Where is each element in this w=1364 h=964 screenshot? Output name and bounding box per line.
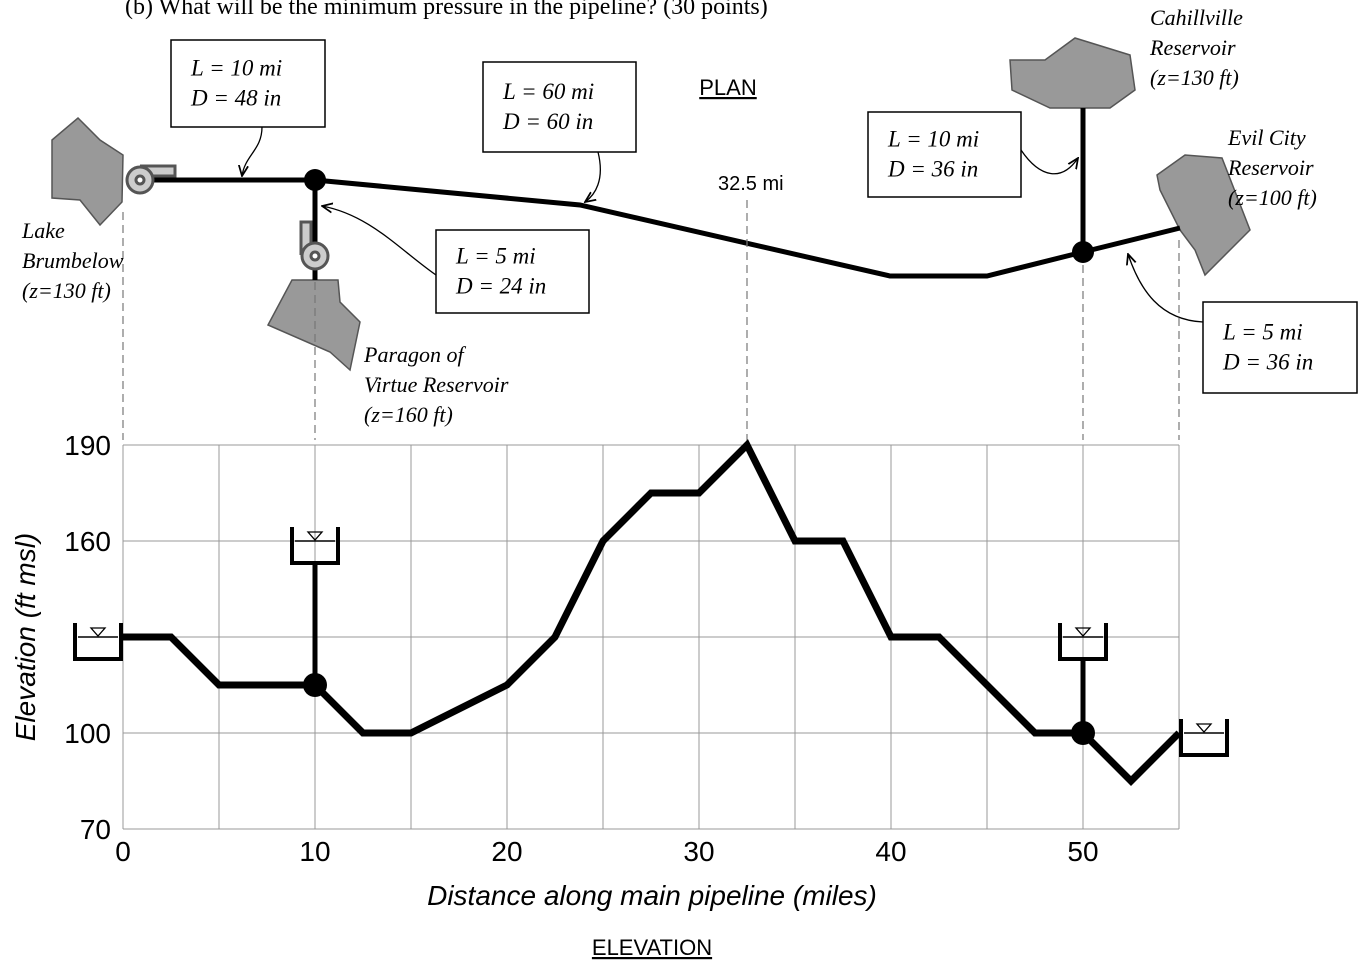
pipe-box <box>435 229 590 314</box>
pipe-label: L = 10 mi <box>887 127 979 152</box>
leader <box>322 206 437 276</box>
water-symbol <box>89 627 107 637</box>
reservoir-label: (z=130 ft) <box>1150 65 1239 90</box>
pipe-label: D = 36 in <box>887 157 978 182</box>
reservoir-label: (z=100 ft) <box>1228 185 1317 210</box>
pipe-box <box>1202 301 1358 394</box>
pipe-label: L = 60 mi <box>502 79 594 104</box>
plan-shapes <box>51 37 1251 372</box>
pipe-box <box>170 39 326 128</box>
x-tick-label: 20 <box>491 836 522 867</box>
tank <box>1058 623 1108 661</box>
elevation-profile <box>123 439 1182 786</box>
tank <box>290 527 340 565</box>
pumps <box>125 164 330 271</box>
question: (b) What will be the minimum pressure in… <box>125 0 768 20</box>
y-tick-label: 160 <box>64 526 111 557</box>
reservoir-label: (z=160 ft) <box>364 402 453 427</box>
distance-marker: 32.5 mi <box>718 173 784 195</box>
y-axis-title: Elevation (ft msl) <box>10 533 41 742</box>
cahillville-shape <box>1009 37 1136 109</box>
x-tick-label: 30 <box>683 836 714 867</box>
y-tick-label: 100 <box>64 718 111 749</box>
pump <box>134 174 146 186</box>
junction <box>1072 241 1094 263</box>
reservoir-label: Evil City <box>1227 125 1306 150</box>
leader <box>1128 254 1204 323</box>
y-tick-label: 70 <box>80 814 111 845</box>
water-symbol <box>1074 627 1092 637</box>
junction <box>304 169 326 191</box>
leaders <box>242 126 1204 323</box>
leader <box>585 151 601 202</box>
reservoir-label: Paragon of <box>363 342 467 367</box>
reservoir-label: Cahillville <box>1150 5 1243 30</box>
tank <box>73 623 123 661</box>
y-tick-label: 190 <box>64 430 111 461</box>
elevation-title: ELEVATION <box>592 935 712 960</box>
paragon-shape <box>266 279 361 372</box>
reservoir-label: Brumbelow <box>22 248 124 273</box>
lake-shape <box>51 116 124 227</box>
evil-city-shape <box>1156 154 1251 277</box>
reservoir-label: (z=130 ft) <box>22 278 111 303</box>
pipe-label: D = 24 in <box>455 274 546 299</box>
water-symbol <box>1195 723 1213 733</box>
x-tick-label: 10 <box>299 836 330 867</box>
reservoir-label: Reservoir <box>1227 155 1314 180</box>
leader <box>242 126 263 176</box>
pipe-label: L = 5 mi <box>1222 320 1303 345</box>
pump <box>309 250 321 262</box>
reservoir-label: Reservoir <box>1149 35 1236 60</box>
pipe-label: L = 10 mi <box>190 56 282 81</box>
dashed-guides <box>122 200 1180 445</box>
x-axis-title: Distance along main pipeline (miles) <box>427 880 877 911</box>
plan-title: PLAN <box>699 75 756 100</box>
pipe-label: D = 36 in <box>1222 350 1313 375</box>
tank <box>1179 719 1229 757</box>
x-tick-label: 50 <box>1067 836 1098 867</box>
leader <box>1020 149 1078 175</box>
pipe-box <box>482 61 637 153</box>
reservoir-label: Lake <box>21 218 65 243</box>
pipe-label: L = 5 mi <box>455 244 536 269</box>
x-tick-label: 0 <box>115 836 131 867</box>
x-tick-label: 40 <box>875 836 906 867</box>
junction <box>303 673 327 697</box>
pipe-box <box>867 111 1022 198</box>
pipe-label: D = 48 in <box>190 86 281 111</box>
junction <box>1071 721 1095 745</box>
pipe-label: D = 60 in <box>502 109 593 134</box>
reservoir-label: Virtue Reservoir <box>364 372 509 397</box>
water-symbol <box>306 531 324 541</box>
